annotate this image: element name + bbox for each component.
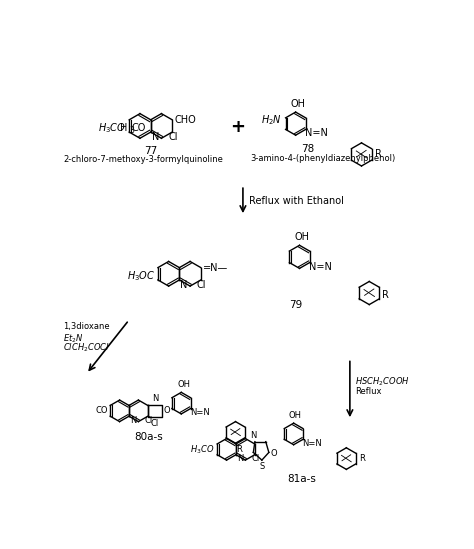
Text: N: N [180,279,188,290]
Text: 79: 79 [289,300,302,310]
Text: N: N [237,455,243,463]
Text: R: R [237,445,242,455]
Text: N: N [250,431,256,440]
Text: CO: CO [131,124,146,133]
Text: N=N: N=N [309,262,332,272]
Text: 3-amino-4-(phenyldiazenylphenol): 3-amino-4-(phenyldiazenylphenol) [250,154,395,163]
Text: N=N: N=N [305,128,328,138]
Text: OH: OH [177,380,190,389]
Text: $H_2N$: $H_2N$ [261,113,282,127]
Text: =N—: =N— [203,262,228,273]
Text: 80a-s: 80a-s [134,433,163,442]
Text: 78: 78 [301,144,314,154]
Text: R: R [383,290,389,300]
Text: 3: 3 [129,126,134,135]
Text: $H_3CO$: $H_3CO$ [98,121,127,135]
Text: $H_3OC$: $H_3OC$ [127,268,155,283]
Text: Cl: Cl [145,416,153,425]
Text: $H_3CO$: $H_3CO$ [190,444,215,456]
Text: S: S [259,462,264,470]
Text: O: O [164,406,170,416]
Text: N=N: N=N [302,439,322,447]
Text: $HSCH_2COOH$: $HSCH_2COOH$ [356,376,410,388]
Text: CO: CO [95,406,108,416]
Text: $Et_2N$: $Et_2N$ [63,332,84,345]
Text: OH: OH [291,99,305,109]
Text: CHO: CHO [174,115,196,125]
Text: R: R [374,149,382,159]
Text: Cl: Cl [251,455,260,463]
Text: +: + [230,119,245,137]
Text: OH: OH [294,232,310,242]
Text: 81a-s: 81a-s [287,474,316,484]
Text: N: N [152,132,159,142]
Text: Cl: Cl [168,132,178,142]
Text: Cl: Cl [151,418,159,428]
Text: OH: OH [289,411,301,420]
Text: Reflux: Reflux [356,387,382,396]
Text: N: N [152,394,158,403]
Text: N: N [130,416,136,425]
Text: N=N: N=N [190,408,210,417]
Text: 1,3dioxane: 1,3dioxane [63,322,110,331]
Text: 77: 77 [144,146,157,156]
Text: O: O [270,449,277,458]
Text: $ClCH_2COCl$: $ClCH_2COCl$ [63,341,110,354]
Text: R: R [359,454,365,463]
Text: 2-chloro-7-methoxy-3-formylquinoline: 2-chloro-7-methoxy-3-formylquinoline [63,155,223,164]
Text: Reflux with Ethanol: Reflux with Ethanol [249,195,344,206]
Text: Cl: Cl [197,279,207,290]
Text: H: H [119,124,127,133]
